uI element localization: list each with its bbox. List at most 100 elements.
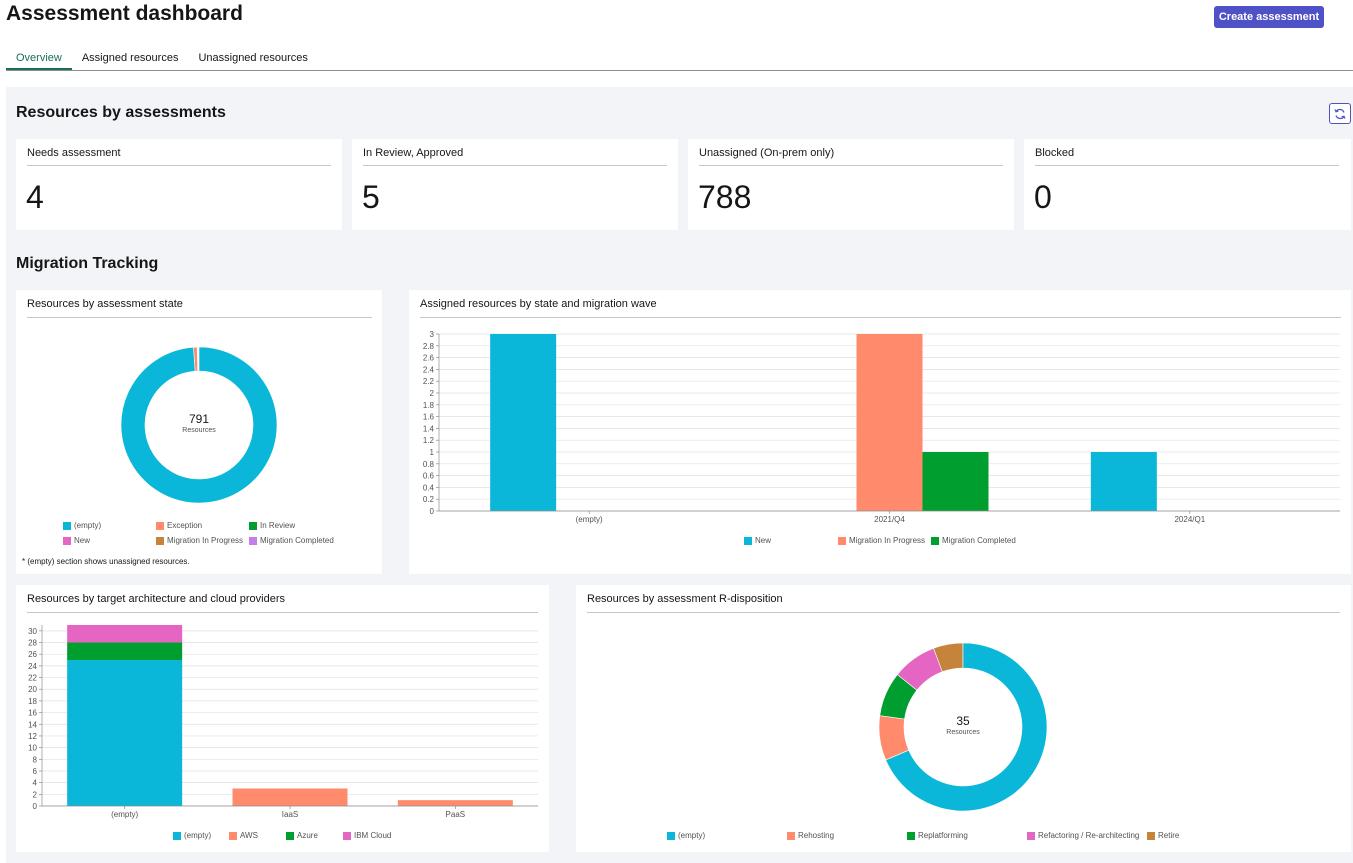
tile-blocked: Blocked 0 bbox=[1024, 139, 1351, 230]
tile-label: Unassigned (On-prem only) bbox=[699, 147, 835, 159]
x-tick-label: 2021/Q4 bbox=[874, 515, 905, 524]
divider bbox=[27, 317, 372, 318]
tile-label: Blocked bbox=[1035, 147, 1075, 159]
legend-swatch bbox=[286, 831, 294, 840]
r-disposition-legend: (empty) Rehosting Replatforming Refactoring… bbox=[576, 585, 1351, 852]
legend-item-empty[interactable]: (empty) bbox=[667, 831, 705, 840]
y-tick-label: 0.4 bbox=[423, 483, 435, 492]
divider bbox=[420, 317, 1341, 318]
y-tick-label: 1.6 bbox=[423, 413, 435, 422]
legend-item-migration-completed[interactable]: Migration Completed bbox=[931, 536, 1016, 545]
card-target-architecture: Resources by target architecture and clo… bbox=[16, 585, 549, 852]
legend-label: IBM Cloud bbox=[354, 831, 392, 840]
y-tick-label: 2.8 bbox=[423, 342, 435, 351]
legend-item-azure[interactable]: Azure bbox=[286, 831, 318, 840]
divider bbox=[699, 165, 1003, 166]
bar-migration-completed-2021-q4[interactable] bbox=[922, 452, 989, 511]
legend-swatch bbox=[343, 831, 351, 840]
legend-item-empty[interactable]: (empty) bbox=[173, 831, 211, 840]
divider bbox=[587, 612, 1340, 613]
legend-item-rehosting[interactable]: Rehosting bbox=[787, 831, 834, 840]
legend-swatch bbox=[838, 536, 846, 545]
legend-item-retire[interactable]: Retire bbox=[1147, 831, 1179, 840]
create-assessment-button[interactable]: Create assessment bbox=[1214, 6, 1324, 28]
tile-value: 4 bbox=[26, 179, 44, 215]
legend-label: Migration In Progress bbox=[849, 536, 926, 545]
tile-label: In Review, Approved bbox=[363, 147, 464, 159]
y-tick-label: 14 bbox=[28, 720, 37, 729]
refresh-icon bbox=[1334, 108, 1346, 119]
y-tick-label: 1.4 bbox=[423, 424, 435, 433]
donut-slice-empty[interactable] bbox=[120, 346, 278, 504]
r-disposition-donut-chart: 35 Resources bbox=[878, 642, 1048, 812]
legend-item-migration-in-progress[interactable]: Migration In Progress bbox=[156, 536, 243, 545]
bar-new-2024-q1[interactable] bbox=[1090, 452, 1157, 511]
legend-swatch bbox=[63, 536, 71, 545]
y-tick-label: 3 bbox=[430, 330, 435, 339]
legend-swatch bbox=[1027, 831, 1035, 840]
legend-swatch bbox=[744, 536, 752, 545]
card-migration-wave: Assigned resources by state and migratio… bbox=[409, 290, 1351, 574]
legend-item-empty[interactable]: (empty) bbox=[63, 521, 101, 530]
donut-slice-refactoring-re-architecting[interactable] bbox=[896, 647, 943, 691]
bar-ibm-cloud-empty[interactable] bbox=[67, 625, 183, 643]
y-tick-label: 10 bbox=[28, 744, 37, 753]
y-tick-label: 16 bbox=[28, 709, 37, 718]
y-tick-label: 0 bbox=[33, 802, 38, 811]
legend-item-new[interactable]: New bbox=[63, 536, 90, 545]
tile-value: 0 bbox=[1034, 179, 1052, 215]
donut-center-label: Resources bbox=[182, 427, 216, 434]
y-tick-label: 2.4 bbox=[423, 365, 435, 374]
legend-label: Retire bbox=[1158, 831, 1180, 840]
y-tick-label: 12 bbox=[28, 732, 37, 741]
card-title: Resources by assessment state bbox=[27, 298, 183, 310]
legend-swatch bbox=[63, 521, 71, 530]
bar-aws-paas[interactable] bbox=[397, 800, 513, 806]
card-title: Resources by assessment R-disposition bbox=[587, 593, 783, 605]
tab-assigned-resources[interactable]: Assigned resources bbox=[81, 52, 179, 64]
migration-tracking-title: Migration Tracking bbox=[16, 255, 159, 272]
bar-empty-empty[interactable] bbox=[67, 660, 183, 806]
refresh-button[interactable] bbox=[1329, 103, 1351, 124]
state-donut-chart: 791 Resources bbox=[120, 346, 278, 504]
legend-item-migration-in-progress[interactable]: Migration In Progress bbox=[838, 536, 925, 545]
y-tick-label: 20 bbox=[28, 685, 37, 694]
legend-item-replatforming[interactable]: Replatforming bbox=[907, 831, 968, 840]
y-tick-label: 4 bbox=[33, 779, 38, 788]
x-tick-label: (empty) bbox=[576, 515, 603, 524]
legend-label: New bbox=[755, 536, 772, 545]
x-tick-label: IaaS bbox=[282, 810, 298, 819]
y-tick-label: 2 bbox=[430, 389, 435, 398]
legend-swatch bbox=[907, 831, 915, 840]
legend-label: Azure bbox=[297, 831, 318, 840]
divider bbox=[1035, 165, 1339, 166]
legend-label: (empty) bbox=[184, 831, 212, 840]
y-tick-label: 18 bbox=[28, 697, 37, 706]
y-tick-label: 24 bbox=[28, 662, 37, 671]
tile-label: Needs assessment bbox=[27, 147, 121, 159]
y-tick-label: 1.8 bbox=[423, 401, 435, 410]
tab-overview[interactable]: Overview bbox=[6, 49, 72, 70]
legend-item-in-review[interactable]: In Review bbox=[249, 521, 295, 530]
legend-item-aws[interactable]: AWS bbox=[229, 831, 258, 840]
bar-azure-empty[interactable] bbox=[67, 642, 183, 661]
bar-migration-in-progress-2021-q4[interactable] bbox=[856, 334, 923, 511]
card-title: Resources by target architecture and clo… bbox=[27, 593, 286, 605]
card-assessment-state: Resources by assessment state 791 Resour… bbox=[16, 290, 382, 574]
legend-item-ibm-cloud[interactable]: IBM Cloud bbox=[343, 831, 391, 840]
legend-label: Replatforming bbox=[918, 831, 968, 840]
y-tick-label: 0.6 bbox=[423, 472, 435, 481]
legend-item-refactoring-re-architecting[interactable]: Refactoring / Re-architecting bbox=[1027, 831, 1139, 840]
donut-slice-empty[interactable] bbox=[885, 642, 1048, 812]
legend-item-exception[interactable]: Exception bbox=[156, 521, 202, 530]
bar-aws-iaas[interactable] bbox=[232, 788, 348, 806]
tab-unassigned-resources[interactable]: Unassigned resources bbox=[198, 52, 308, 64]
bar-new-empty[interactable] bbox=[490, 334, 557, 511]
legend-item-new[interactable]: New bbox=[744, 536, 771, 545]
y-tick-label: 2.2 bbox=[423, 377, 435, 386]
donut-slice-replatforming[interactable] bbox=[879, 674, 918, 720]
donut-slice-rehosting[interactable] bbox=[878, 715, 910, 761]
legend-item-migration-completed[interactable]: Migration Completed bbox=[249, 536, 334, 545]
y-tick-label: 1.2 bbox=[423, 436, 435, 445]
